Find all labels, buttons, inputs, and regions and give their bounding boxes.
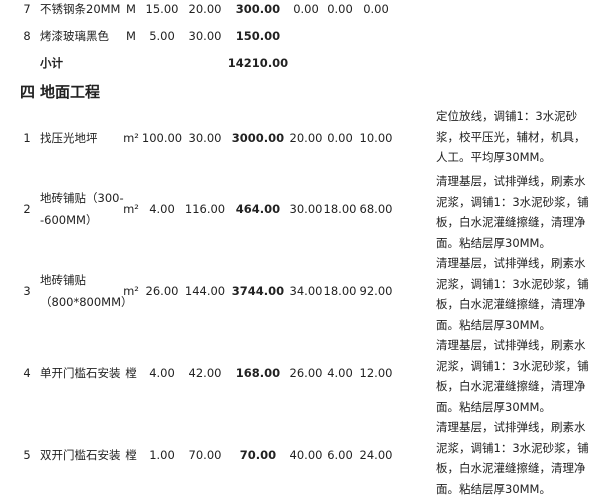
total-price: 300.00 <box>235 2 281 16</box>
subtotal-label: 小计 <box>40 56 63 70</box>
row-number: 4 <box>23 366 31 380</box>
auxiliary-material-cost: 0.00 <box>327 2 353 16</box>
total-price: 70.00 <box>239 448 277 462</box>
main-material-cost: 20.00 <box>289 131 323 145</box>
auxiliary-material-cost: 0.00 <box>327 131 353 145</box>
remark-line: 浆，校平压光，辅材，机具， <box>436 129 586 144</box>
unit-price: 116.00 <box>184 202 226 216</box>
labor-cost: 24.00 <box>359 448 393 462</box>
unit-price: 70.00 <box>188 448 222 462</box>
remark: 清理基层，试排弹线，刷素水 泥浆，调铺1：3水泥砂浆，铺 板，白水泥灌缝擦缝，清理净… <box>436 253 589 336</box>
row-number: 2 <box>23 202 31 216</box>
unit: m² <box>123 131 139 145</box>
unit: M <box>126 29 136 43</box>
remark-line: 清理基层，试排弹线，刷素水 <box>436 256 586 270</box>
quantity: 4.00 <box>149 366 175 380</box>
remark-line: 清理基层，试排弹线，刷素水 <box>436 420 586 434</box>
total-price: 3000.00 <box>231 131 285 145</box>
item-name: 单开门槛石安装 <box>40 366 121 380</box>
unit: 樘 <box>125 366 137 380</box>
row-number: 3 <box>23 284 31 298</box>
auxiliary-material-cost: 4.00 <box>327 366 353 380</box>
total-price: 150.00 <box>235 29 281 43</box>
main-material-cost: 30.00 <box>289 202 323 216</box>
auxiliary-material-cost: 6.00 <box>327 448 353 462</box>
remark-line: 泥浆，调铺1：3水泥砂浆，铺 <box>436 440 589 455</box>
remark: 清理基层，试排弹线，刷素水 泥浆，调铺1：3水泥砂浆，铺 板，白水泥灌缝擦缝，清理净… <box>436 335 589 418</box>
quantity: 15.00 <box>145 2 179 16</box>
remark-line: 板，白水泥灌缝擦缝，清理净 <box>436 215 586 230</box>
remark-line: 清理基层，试排弹线，刷素水 <box>436 174 586 188</box>
auxiliary-material-cost: 18.00 <box>323 202 357 216</box>
unit: m² <box>123 202 139 216</box>
remark-line: 清理基层，试排弹线，刷素水 <box>436 338 586 352</box>
unit: M <box>126 2 136 16</box>
remark-line: 人工。平均厚30MM。 <box>436 150 551 165</box>
total-price: 168.00 <box>235 366 281 380</box>
main-material-cost: 0.00 <box>293 2 319 16</box>
item-name: （800*800MM） <box>40 295 133 309</box>
row-number: 8 <box>23 29 31 43</box>
unit-price: 42.00 <box>188 366 222 380</box>
unit-price: 20.00 <box>188 2 222 16</box>
remark-line: 泥浆，调铺1：3水泥砂浆，铺 <box>436 194 589 209</box>
item-name: 不锈钢条20MM <box>40 2 121 16</box>
remark-line: 板，白水泥灌缝擦缝，清理净 <box>436 461 586 476</box>
remark-line: 面。粘结层厚30MM。 <box>436 400 551 415</box>
unit-price: 30.00 <box>188 131 222 145</box>
remark-line: 面。粘结层厚30MM。 <box>436 482 551 497</box>
remark-line: 板，白水泥灌缝擦缝，清理净 <box>436 379 586 394</box>
labor-cost: 0.00 <box>363 2 389 16</box>
item-name: 地砖铺贴（300- <box>40 191 124 205</box>
main-material-cost: 26.00 <box>289 366 323 380</box>
unit-price: 30.00 <box>188 29 222 43</box>
subtotal-value: 14210.00 <box>227 56 289 70</box>
remark: 清理基层，试排弹线，刷素水 泥浆，调铺1：3水泥砂浆，铺 板，白水泥灌缝擦缝，清理净… <box>436 171 589 254</box>
remark: 定位放线，调铺1：3水泥砂 浆，校平压光，辅材，机具， 人工。平均厚30MM。 <box>436 106 586 168</box>
remark-line: 面。粘结层厚30MM。 <box>436 318 551 333</box>
quantity: 5.00 <box>149 29 175 43</box>
labor-cost: 68.00 <box>359 202 393 216</box>
remark-line: 泥浆，调铺1：3水泥砂浆，铺 <box>436 358 589 373</box>
quantity: 4.00 <box>149 202 175 216</box>
labor-cost: 92.00 <box>359 284 393 298</box>
main-material-cost: 40.00 <box>289 448 323 462</box>
row-number: 1 <box>23 131 31 145</box>
item-name: 找压光地坪 <box>40 131 98 145</box>
remark-line: 板，白水泥灌缝擦缝，清理净 <box>436 297 586 312</box>
quantity: 100.00 <box>141 131 183 145</box>
quantity: 1.00 <box>149 448 175 462</box>
auxiliary-material-cost: 18.00 <box>323 284 357 298</box>
total-price: 3744.00 <box>231 284 285 298</box>
row-number: 7 <box>23 2 31 16</box>
total-price: 464.00 <box>235 202 281 216</box>
unit: m² <box>123 284 139 298</box>
remark-line: 定位放线，调铺1：3水泥砂 <box>436 109 578 123</box>
remark-line: 面。粘结层厚30MM。 <box>436 236 551 251</box>
unit: 樘 <box>125 448 137 462</box>
row-number: 5 <box>23 448 31 462</box>
section-number: 四 <box>20 83 36 101</box>
main-material-cost: 34.00 <box>289 284 323 298</box>
quantity: 26.00 <box>145 284 179 298</box>
item-name: -600MM） <box>40 213 98 227</box>
item-name: 烤漆玻璃黑色 <box>40 29 109 43</box>
section-title: 地面工程 <box>40 83 101 101</box>
unit-price: 144.00 <box>184 284 226 298</box>
remark-line: 泥浆，调铺1：3水泥砂浆，铺 <box>436 276 589 291</box>
item-name: 地砖铺贴 <box>40 273 86 287</box>
labor-cost: 10.00 <box>359 131 393 145</box>
labor-cost: 12.00 <box>359 366 393 380</box>
item-name: 双开门槛石安装 <box>40 448 121 462</box>
remark: 清理基层，试排弹线，刷素水 泥浆，调铺1：3水泥砂浆，铺 板，白水泥灌缝擦缝，清理净… <box>436 417 589 500</box>
